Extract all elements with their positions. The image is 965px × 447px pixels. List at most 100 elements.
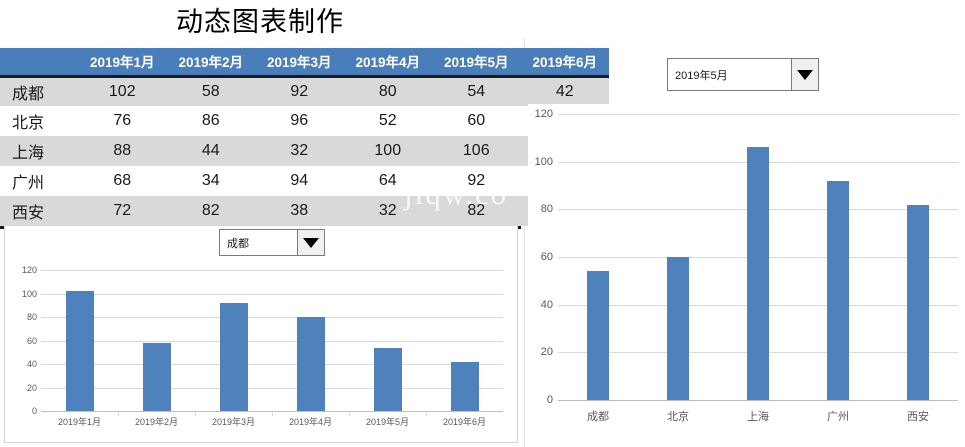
- table-row-header: 北京: [12, 115, 45, 132]
- table-cell: 68: [113, 172, 132, 189]
- y-axis-tick-label: 120: [534, 108, 553, 120]
- x-axis-tick-label: 2019年6月: [442, 417, 487, 427]
- table-row-header: 西安: [12, 205, 45, 222]
- y-axis-tick-label: 20: [540, 346, 553, 359]
- table-cell: 32: [290, 142, 309, 159]
- y-axis-tick-label: 40: [540, 298, 553, 311]
- table-cell: 96: [290, 112, 309, 129]
- month-selector-dropdown[interactable]: 2019年5月: [667, 58, 819, 91]
- left-column: 2019年1月 2019年2月 2019年3月 2019年4月 2019年5月 2019年…: [0, 48, 609, 443]
- x-axis-separator: [426, 411, 427, 416]
- city-selector-dropdown[interactable]: 成都: [219, 229, 325, 256]
- table-column-header: 2019年3月: [255, 48, 344, 78]
- city-selector-value[interactable]: 成都: [220, 230, 297, 255]
- table-cell: 60: [467, 112, 486, 129]
- table-cell: 92: [467, 172, 486, 189]
- table-cell: 44: [201, 142, 220, 159]
- table-row-header: 广州: [12, 175, 45, 192]
- table-cell: 94: [290, 172, 309, 189]
- chart-bar: [65, 291, 94, 411]
- table-cell: 86: [201, 112, 220, 129]
- y-axis-tick-label: 0: [546, 394, 553, 406]
- x-axis-tick-label: 成都: [587, 411, 609, 423]
- y-axis-tick-label: 60: [26, 335, 37, 346]
- table-cell: 64: [378, 172, 397, 189]
- table-cell: 52: [378, 112, 397, 129]
- table-body: 成都 102 58 92 80 54 42 北京 76 86 96 52 60 54 上海 88 44 32 100…: [0, 76, 609, 226]
- data-table: 2019年1月 2019年2月 2019年3月 2019年4月 2019年5月 2019年…: [0, 48, 609, 226]
- x-axis-tick-label: 西安: [907, 411, 929, 423]
- chart-gridline: [558, 114, 958, 115]
- table-cell: 82: [201, 202, 220, 219]
- data-table-container: 2019年1月 2019年2月 2019年3月 2019年4月 2019年5月 2019年…: [0, 48, 609, 229]
- table-cell: 82: [467, 202, 486, 219]
- table-row: 西安728238328250: [0, 196, 609, 226]
- chart-bar: [296, 317, 325, 411]
- page-title: 动态图表制作: [176, 7, 344, 37]
- city-chart-plot-area: 0 20 40 60 80 100 120 2019年1月 2019年2月 2019年3月 2019…: [22, 265, 503, 427]
- table-column-header: 2019年6月: [520, 48, 609, 78]
- y-axis-tick-label: 100: [21, 288, 37, 299]
- x-axis-separator: [195, 411, 196, 416]
- table-cell: 72: [113, 202, 132, 219]
- city-chart-panel: 成都 0 20 40 60 80 100 120 2019年1月 2019年2月 2019年3月 2…: [4, 225, 518, 443]
- x-axis-tick-label: 2019年3月: [211, 417, 256, 427]
- chart-gridline: [41, 364, 503, 365]
- x-axis-tick-label: 2019年1月: [57, 417, 102, 427]
- table-row-header: 成都: [12, 85, 45, 103]
- y-axis-tick-label: 100: [534, 155, 553, 168]
- table-cell: 34: [201, 172, 220, 189]
- table-column-header: 2019年5月: [432, 48, 521, 78]
- month-selector-value[interactable]: 2019年5月: [668, 59, 791, 90]
- table-column-header: 2019年2月: [166, 48, 255, 78]
- table-cell: 102: [108, 82, 136, 100]
- chart-bar: [219, 302, 248, 411]
- chart-gridline: [41, 270, 503, 271]
- x-axis-tick-label: 2019年4月: [288, 417, 333, 427]
- x-axis-tick-label: 北京: [667, 411, 689, 423]
- table-cell: 54: [467, 82, 486, 100]
- month-chart-panel: 0 20 40 60 80 100 120 成都 北京 上海 广州 西安: [528, 104, 964, 447]
- table-row: 上海88443210010664: [0, 136, 609, 166]
- x-axis-separator: [118, 411, 119, 416]
- x-axis-separator: [349, 411, 350, 416]
- chart-bar: [373, 347, 402, 411]
- x-axis-tick-label: 广州: [827, 411, 849, 423]
- table-cell: 32: [378, 202, 397, 219]
- table-cell: 58: [201, 82, 220, 100]
- chart-gridline: [558, 400, 958, 401]
- table-column-header: 2019年1月: [78, 48, 167, 78]
- chevron-down-icon[interactable]: [297, 230, 324, 255]
- y-axis-tick-label: 80: [26, 312, 37, 322]
- y-axis-tick-label: 40: [26, 359, 37, 369]
- table-cell: 76: [113, 112, 132, 129]
- table-cell: 80: [378, 82, 397, 100]
- chart-gridline: [41, 293, 503, 295]
- x-axis-tick-label: 2019年2月: [134, 417, 179, 427]
- table-cell: 100: [374, 142, 402, 159]
- chart-bar: [907, 204, 929, 400]
- table-row: 广州683494649268: [0, 166, 609, 196]
- table-row: 北京768696526054: [0, 106, 609, 136]
- table-header-row: 2019年1月 2019年2月 2019年3月 2019年4月 2019年5月 2019年…: [0, 48, 609, 78]
- chart-gridline: [41, 387, 503, 389]
- chart-gridline: [41, 340, 503, 342]
- chart-bar: [747, 147, 769, 400]
- table-cell: 106: [462, 142, 490, 159]
- table-cell: 42: [555, 82, 574, 100]
- chart-bar: [587, 271, 609, 400]
- y-axis-tick-label: 60: [540, 251, 553, 263]
- y-axis-tick-label: 0: [31, 406, 37, 416]
- chevron-down-icon[interactable]: [791, 59, 818, 90]
- x-axis-tick-label: 2019年5月: [365, 417, 410, 427]
- chart-bar: [450, 361, 479, 411]
- table-cell: 38: [290, 202, 309, 219]
- table-column-header: 2019年4月: [343, 48, 432, 78]
- chart-bar: [667, 257, 689, 400]
- chart-gridline: [41, 317, 503, 318]
- table-header: 2019年1月 2019年2月 2019年3月 2019年4月 2019年5月 2019年…: [0, 48, 609, 78]
- table-row: 成都 102 58 92 80 54 42: [0, 76, 609, 106]
- x-axis-separator: [272, 411, 273, 416]
- table-cell: 88: [113, 142, 132, 159]
